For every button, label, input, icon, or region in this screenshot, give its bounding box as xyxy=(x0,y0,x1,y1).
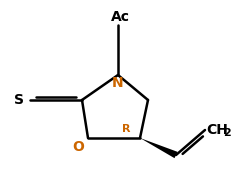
Text: S: S xyxy=(14,93,24,107)
Text: 2: 2 xyxy=(222,128,230,138)
Polygon shape xyxy=(139,138,177,158)
Text: R: R xyxy=(121,124,130,134)
Text: N: N xyxy=(112,76,123,90)
Text: O: O xyxy=(72,140,84,154)
Text: CH: CH xyxy=(205,123,227,137)
Text: Ac: Ac xyxy=(110,10,129,24)
